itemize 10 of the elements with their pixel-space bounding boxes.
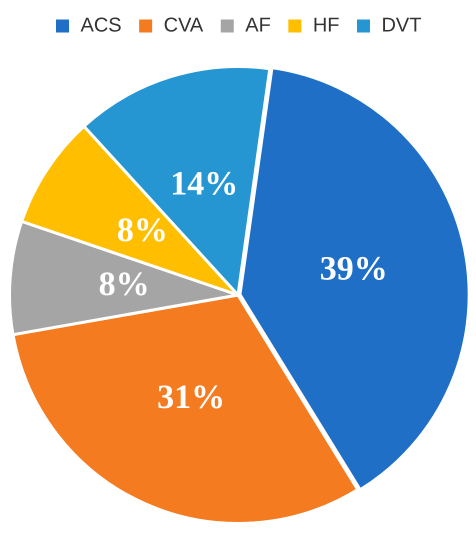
legend-label: CVA bbox=[164, 14, 204, 37]
legend-label: DVT bbox=[381, 14, 422, 37]
data-label: 8% bbox=[116, 212, 168, 250]
data-label: 31% bbox=[157, 378, 226, 416]
legend-label: AF bbox=[245, 14, 271, 37]
data-label: 39% bbox=[320, 250, 388, 288]
data-label: 14% bbox=[170, 166, 238, 203]
legend-label: HF bbox=[312, 14, 340, 37]
legend-label: ACS bbox=[80, 14, 122, 37]
data-label: 8% bbox=[98, 266, 150, 304]
